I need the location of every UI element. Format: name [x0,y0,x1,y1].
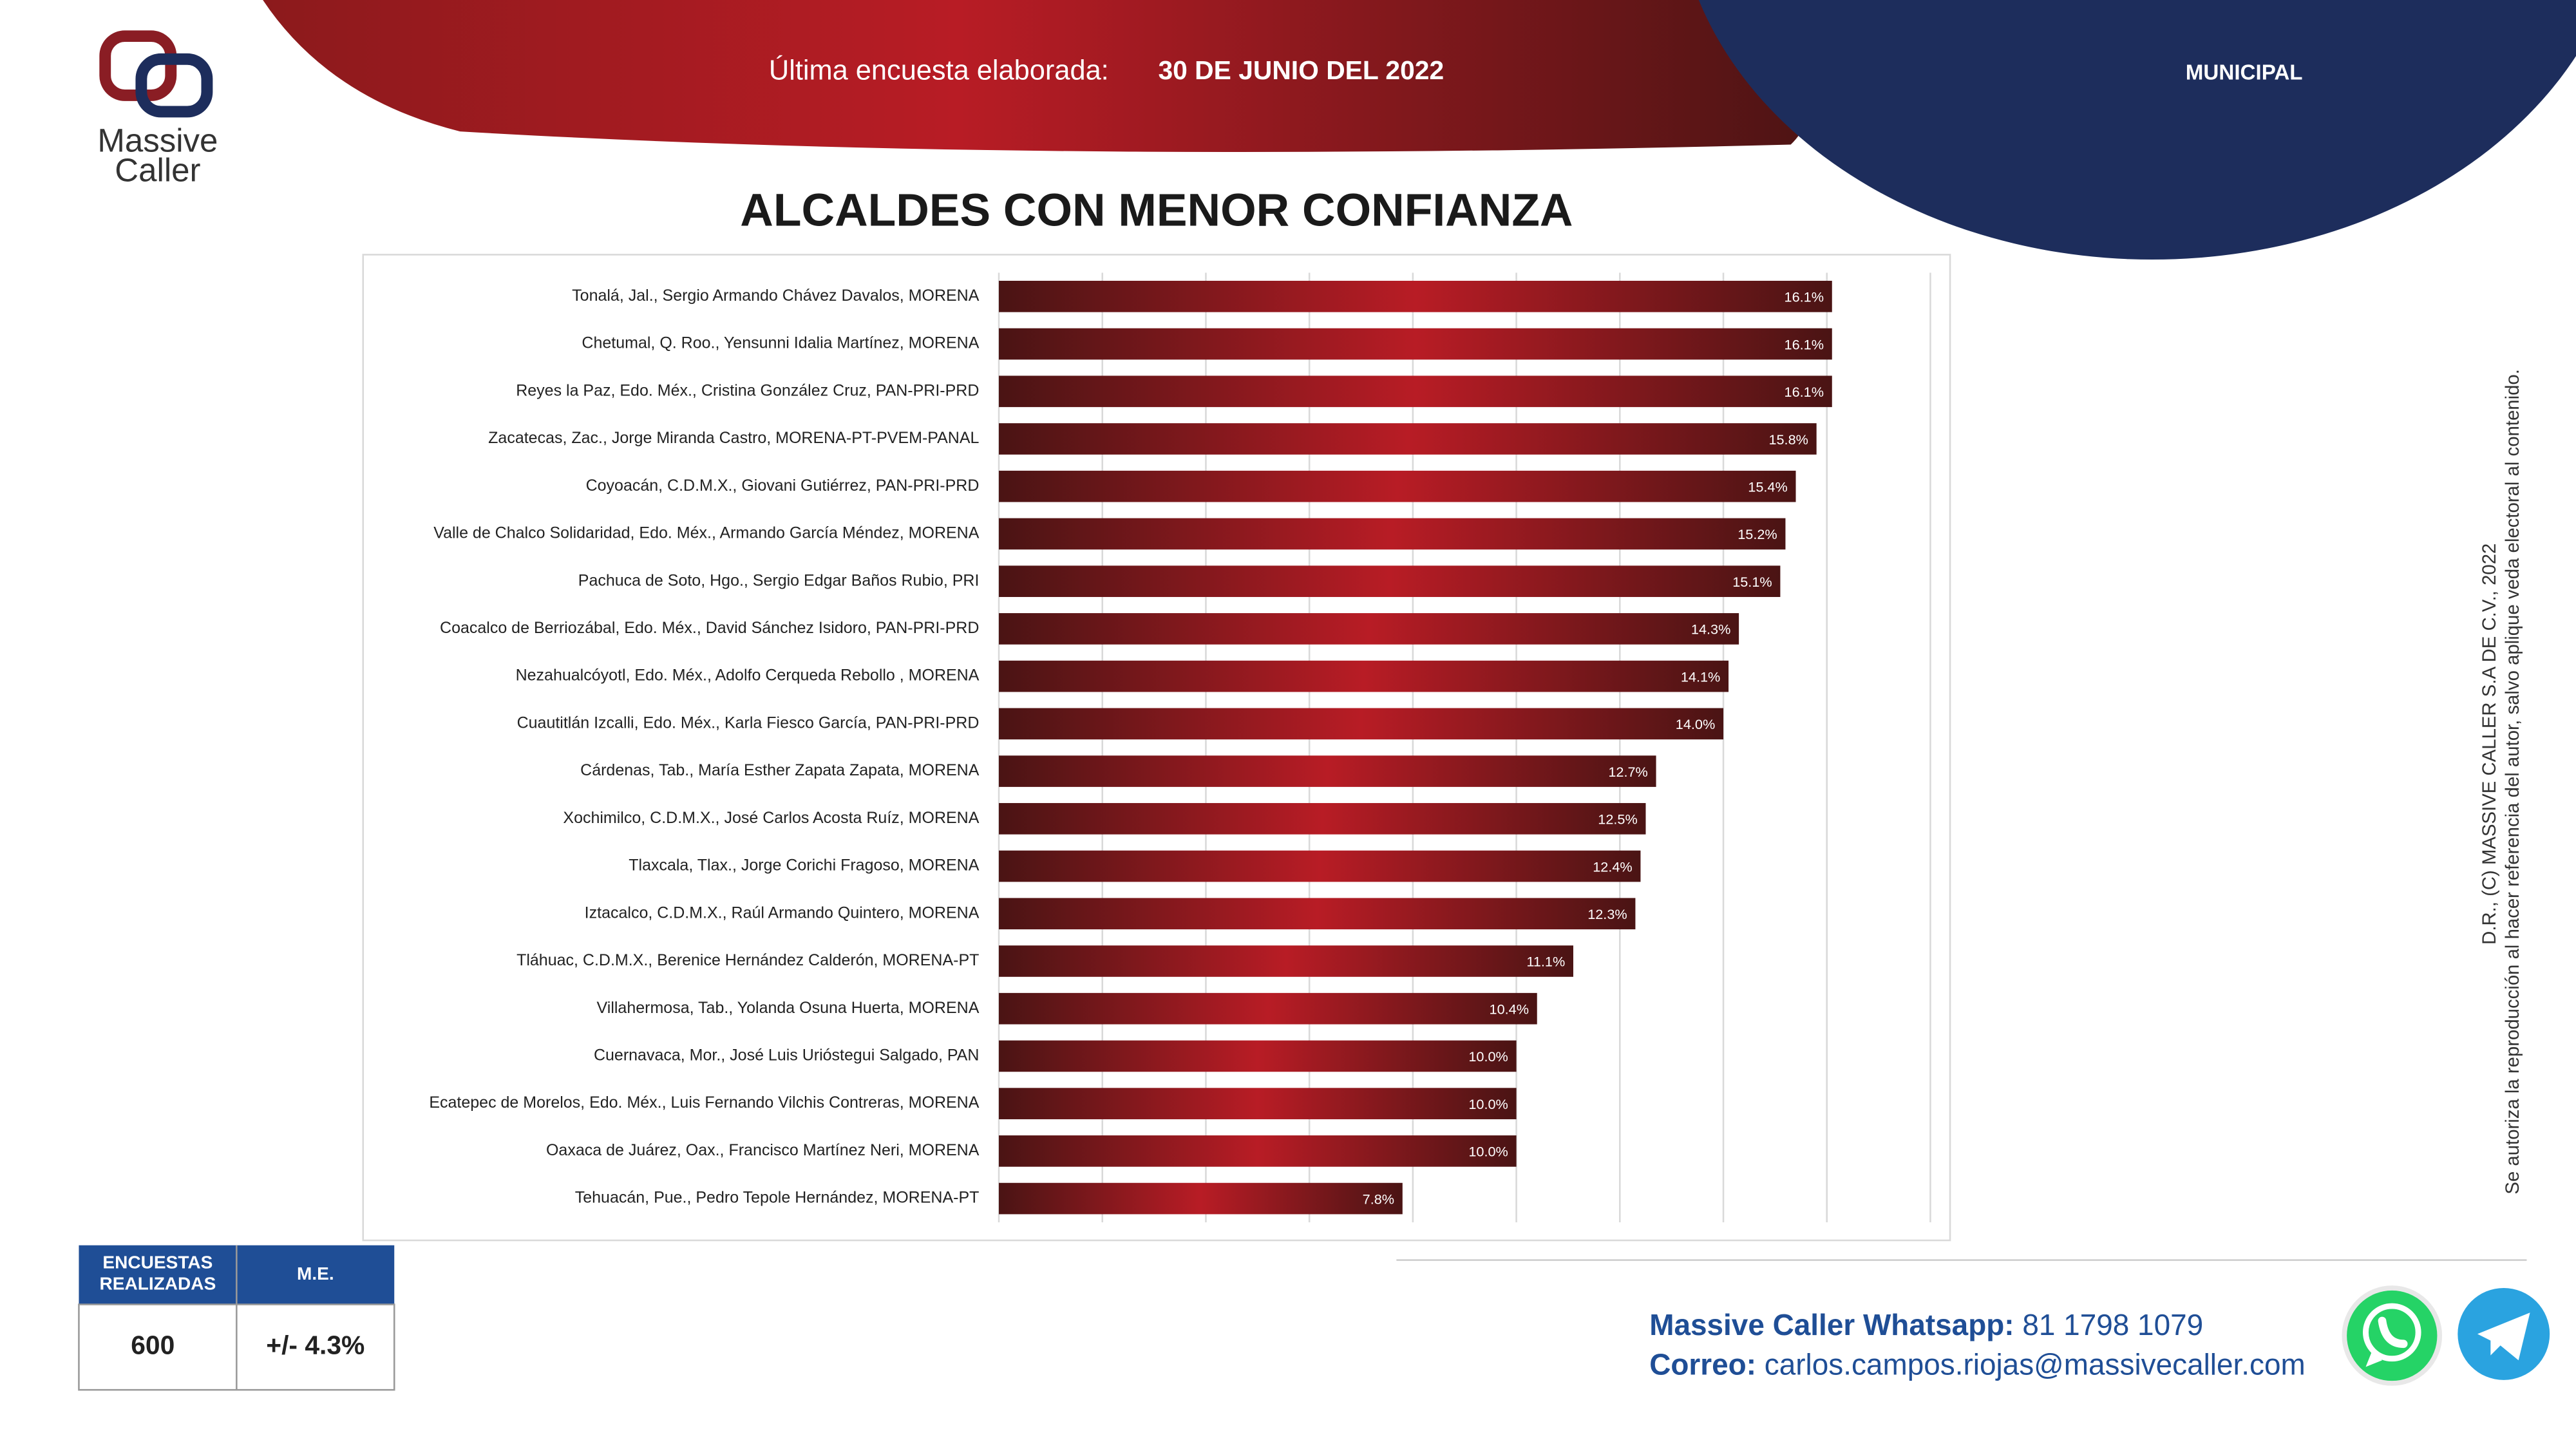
bar [999,281,1832,312]
copyright: D.R., (C) MASSIVE CALLER S.A DE C.V., 20… [2479,544,2500,945]
category-label: Pachuca de Soto, Hgo., Sergio Edgar Baño… [578,571,980,589]
bar [999,1088,1517,1119]
stats-table: ENCUESTAS REALIZADAS M.E. 600 +/- 4.3% [78,1245,395,1391]
value-label: 16.1% [1785,384,1824,400]
value-label: 12.3% [1587,906,1627,922]
value-label: 14.3% [1691,621,1730,638]
category-label: Iztacalco, C.D.M.X., Raúl Armando Quinte… [585,904,980,922]
table-cell: +/- 4.3% [266,1331,365,1360]
category-label: Tlaxcala, Tlax., Jorge Corichi Fragoso, … [629,857,979,875]
whatsapp-label: Massive Caller Whatsapp: [1649,1308,2014,1341]
bar [999,992,1537,1025]
category-label: Valle de Chalco Solidaridad, Edo. Méx., … [433,524,979,542]
category-label: Oaxaca de Juárez, Oax., Francisco Martín… [546,1141,980,1159]
category-label: Zacatecas, Zac., Jorge Miranda Castro, M… [488,429,979,447]
header-circle [1698,0,2576,260]
category-label: Chetumal, Q. Roo., Yensunni Idalia Martí… [582,334,979,352]
logo: Massive Caller [97,30,218,188]
value-label: 10.0% [1468,1048,1508,1065]
value-label: 14.0% [1676,716,1715,732]
header-band [263,0,1808,152]
table-header-text: ENCUESTAS REALIZADAS [99,1253,216,1295]
bar [999,375,1832,408]
value-label: 12.5% [1598,811,1637,828]
bar [999,660,1729,692]
table-cell: 600 [131,1331,175,1360]
bar [999,470,1796,502]
chart-title: ALCALDES CON MENOR CONFIANZA [740,184,1573,236]
value-label: 10.0% [1468,1144,1508,1160]
chart-frame [362,254,1951,1242]
bar [999,755,1656,787]
value-label: 10.0% [1468,1096,1508,1112]
value-label: 12.4% [1593,858,1632,875]
category-label: Ecatepec de Morelos, Edo. Méx., Luis Fer… [429,1094,979,1112]
value-label: 15.8% [1768,431,1808,448]
category-label: Tláhuac, C.D.M.X., Berenice Hernández Ca… [516,951,979,969]
table-header-text: M.E. [297,1264,334,1283]
logo-text: Caller [115,151,200,188]
value-label: 7.8% [1363,1191,1394,1207]
value-label: 15.2% [1738,526,1777,542]
telegram-icon[interactable] [2458,1288,2550,1380]
bar [999,850,1641,882]
category-label: Cuautitlán Izcalli, Edo. Méx., Karla Fie… [517,714,980,732]
footer-contact: Massive Caller Whatsapp: 81 1798 1079 [1649,1308,2203,1341]
table-header-cell: ENCUESTAS REALIZADAS [99,1253,216,1295]
category-label: Coacalco de Berriozábal, Edo. Méx., Davi… [440,619,979,637]
value-label: 11.1% [1526,954,1565,970]
category-label: Cuernavaca, Mor., José Luis Urióstegui S… [594,1046,979,1065]
email-label: Correo: [1649,1348,1756,1381]
category-label: Tonalá, Jal., Sergio Armando Chávez Dava… [572,287,980,305]
bar [999,613,1739,645]
category-label: Reyes la Paz, Edo. Méx., Cristina Gonzál… [516,381,979,399]
survey-label: Última encuesta elaborada: [769,55,1109,86]
plot: Tonalá, Jal., Sergio Armando Chávez Dava… [429,272,1931,1222]
value-label: 16.1% [1785,336,1824,352]
bar [999,802,1646,835]
bar [999,1135,1517,1167]
category-label: Xochimilco, C.D.M.X., José Carlos Acosta… [563,809,979,827]
footer-contact: Correo: carlos.campos.riojas@massivecalle… [1649,1348,2306,1381]
logo-text: Massive [97,122,218,158]
category-label: Nezahualcóyotl, Edo. Méx., Adolfo Cerque… [516,667,980,685]
bar [999,1040,1517,1072]
bar [999,898,1636,930]
value-label: 14.1% [1681,668,1720,685]
whatsapp-number: 81 1798 1079 [2022,1308,2203,1341]
whatsapp-icon[interactable] [2342,1285,2443,1386]
value-label: 15.1% [1732,574,1772,590]
value-label: 16.1% [1785,289,1824,305]
bar [999,945,1573,977]
category-label: Tehuacán, Pue., Pedro Tepole Hernández, … [575,1189,980,1207]
value-label: 15.4% [1748,479,1787,495]
value-label: 10.4% [1490,1001,1529,1017]
bar [999,423,1817,455]
survey-date: 30 DE JUNIO DEL 2022 [1158,55,1444,85]
bar [999,708,1724,740]
copyright: Se autoriza la reproducción al hacer ref… [2502,369,2523,1194]
email: carlos.campos.riojas@massivecaller.com [1765,1348,2306,1381]
bar [999,328,1832,360]
category-label: Cárdenas, Tab., María Esther Zapata Zapa… [580,761,980,779]
value-label: 12.7% [1608,764,1647,780]
category-label: Villahermosa, Tab., Yolanda Osuna Huerta… [597,999,980,1017]
bar [999,518,1786,550]
bar [999,565,1781,598]
category-label: Coyoacán, C.D.M.X., Giovani Gutiérrez, P… [586,477,980,495]
bar [999,1182,1403,1215]
section-label: MUNICIPAL [2186,61,2303,85]
